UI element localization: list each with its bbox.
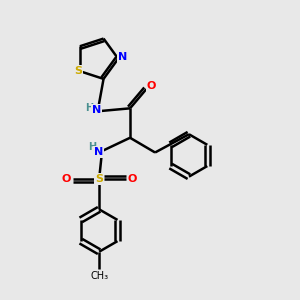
Text: H: H xyxy=(85,103,93,113)
Text: O: O xyxy=(147,81,156,91)
Text: CH₃: CH₃ xyxy=(90,271,108,281)
Text: O: O xyxy=(61,174,71,184)
Text: H: H xyxy=(88,142,96,152)
Text: O: O xyxy=(128,174,137,184)
Text: S: S xyxy=(95,174,103,184)
Text: N: N xyxy=(92,105,101,115)
Text: N: N xyxy=(118,52,127,62)
Text: N: N xyxy=(94,147,103,157)
Text: S: S xyxy=(74,66,83,76)
